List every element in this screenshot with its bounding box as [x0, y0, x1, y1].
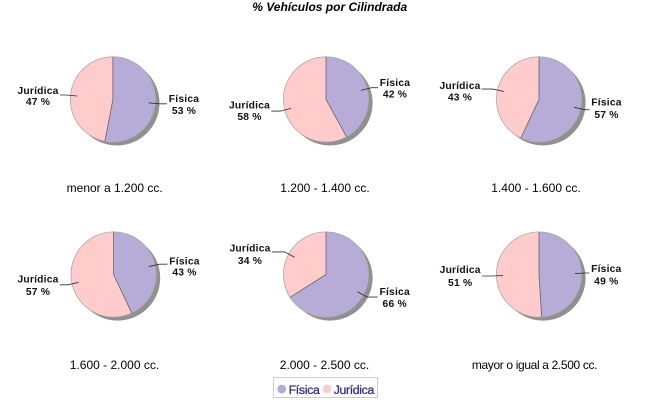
svg-text:Física: Física [380, 78, 410, 89]
svg-text:mayor o igual a 2.500 cc.: mayor o igual a 2.500 cc. [472, 358, 597, 372]
svg-text:43 %: 43 % [172, 268, 196, 279]
svg-text:57 %: 57 % [26, 287, 50, 298]
svg-text:42 %: 42 % [383, 89, 407, 100]
svg-text:Física: Física [289, 383, 320, 397]
svg-text:menor a 1.200 cc.: menor a 1.200 cc. [67, 181, 163, 195]
svg-text:34 %: 34 % [238, 256, 262, 267]
svg-text:1.400 - 1.600 cc.: 1.400 - 1.600 cc. [491, 181, 580, 195]
svg-text:Física: Física [591, 98, 621, 109]
svg-text:51 %: 51 % [448, 278, 472, 289]
svg-text:53 %: 53 % [172, 106, 196, 117]
svg-text:Física: Física [169, 94, 199, 105]
svg-text:43 %: 43 % [448, 93, 472, 104]
svg-text:1.200 - 1.400 cc.: 1.200 - 1.400 cc. [280, 181, 369, 195]
svg-text:2.000 - 2.500 cc.: 2.000 - 2.500 cc. [280, 358, 369, 372]
svg-text:47 %: 47 % [26, 97, 50, 108]
svg-text:Jurídica: Jurídica [439, 81, 480, 92]
svg-text:Jurídica: Jurídica [334, 383, 375, 397]
svg-text:1.600 - 2.000 cc.: 1.600 - 2.000 cc. [70, 358, 159, 372]
svg-text:66 %: 66 % [383, 299, 407, 310]
svg-text:Física: Física [379, 287, 409, 298]
svg-text:Jurídica: Jurídica [17, 274, 58, 285]
svg-text:Jurídica: Jurídica [229, 100, 270, 111]
svg-text:Física: Física [169, 257, 199, 268]
svg-text:% Vehículos por Cilindrada: % Vehículos por Cilindrada [252, 0, 407, 14]
svg-text:49 %: 49 % [594, 276, 618, 287]
svg-text:57 %: 57 % [594, 110, 618, 121]
svg-text:Jurídica: Jurídica [17, 86, 58, 97]
svg-text:Jurídica: Jurídica [229, 244, 270, 255]
svg-text:Jurídica: Jurídica [440, 265, 481, 276]
svg-text:Física: Física [591, 264, 621, 275]
svg-text:58 %: 58 % [237, 112, 261, 123]
